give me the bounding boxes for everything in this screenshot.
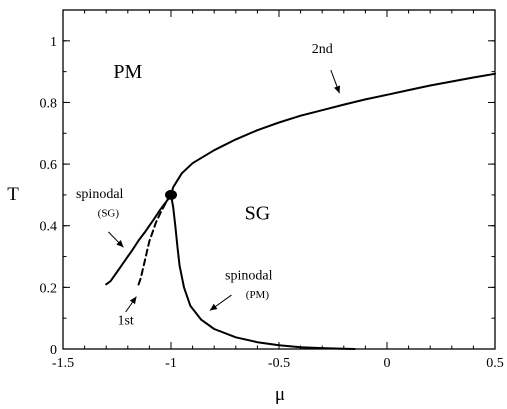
- annotation-arrowhead: [116, 240, 124, 248]
- plot-frame: [62, 9, 496, 350]
- series-layer: [105, 72, 496, 350]
- y-tick-label: 0: [50, 343, 57, 358]
- x-axis-title: μ: [275, 384, 285, 405]
- annotation-label: (PM): [246, 289, 270, 301]
- x-tick-label: -0.5: [268, 356, 290, 371]
- annotation-arrowhead: [129, 296, 137, 305]
- y-tick-label: 1: [50, 35, 57, 50]
- annotation-label: spinodal: [76, 187, 124, 202]
- y-axis-title: T: [7, 184, 19, 205]
- y-tick-label: 0.8: [40, 96, 58, 111]
- x-tick-label: 0.5: [486, 356, 504, 371]
- annotation-label: (SG): [98, 207, 120, 219]
- annotation-label: spinodal: [225, 269, 273, 284]
- annotation-arrowhead: [209, 303, 218, 311]
- x-tick-label: 0: [384, 356, 391, 371]
- series-line-1: [170, 72, 496, 196]
- x-tick-label: -1.5: [52, 356, 74, 371]
- series-line-2: [105, 193, 172, 286]
- region-label: SG: [245, 203, 271, 225]
- annotation-arrowhead: [334, 85, 341, 94]
- series-line-3: [136, 193, 172, 289]
- x-tick-label: -1: [165, 356, 177, 371]
- annotation-layer: PM SG 2nd spinodal (SG) 1st spinodal (PM): [76, 42, 341, 328]
- y-tick-label: 0.2: [40, 281, 58, 296]
- y-tick-label: 0.6: [40, 158, 58, 173]
- y-tick-label: 0.4: [40, 220, 58, 235]
- critical-point-marker: [165, 189, 177, 200]
- annotation-label: 1st: [117, 313, 133, 328]
- series-line-4: [170, 193, 356, 350]
- region-label: PM: [113, 61, 142, 83]
- annotation-label: 2nd: [312, 42, 333, 57]
